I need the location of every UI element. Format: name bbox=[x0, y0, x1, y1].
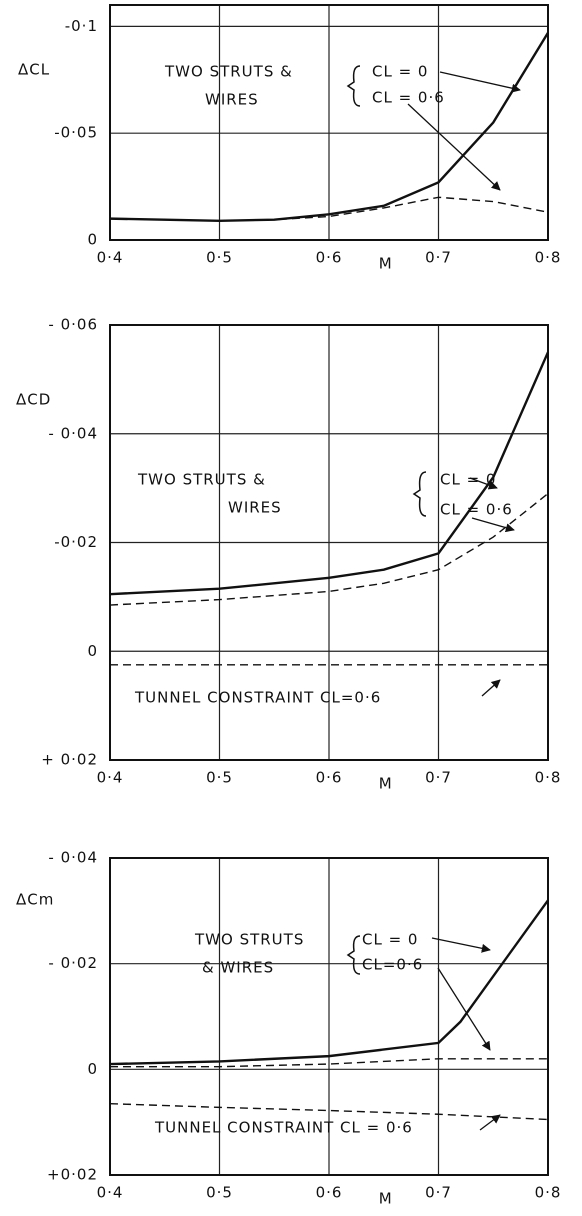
x-tick-label: 0·8 bbox=[535, 1184, 562, 1202]
x-tick-label: 0·8 bbox=[535, 249, 562, 267]
arrow bbox=[407, 103, 501, 191]
y-tick-label: - 0·02 bbox=[48, 954, 98, 972]
arrow bbox=[439, 71, 521, 93]
brace bbox=[346, 65, 361, 107]
series-line bbox=[109, 899, 549, 1066]
y-tick-label: 0 bbox=[87, 231, 98, 249]
series-label: CL = 0·6 bbox=[372, 89, 445, 107]
series-label: TUNNEL CONSTRAINT CL=0·6 bbox=[134, 689, 381, 707]
x-tick-label: 0·7 bbox=[425, 769, 452, 787]
plot-frame bbox=[109, 4, 549, 241]
series-label: TUNNEL CONSTRAINT CL = 0·6 bbox=[154, 1119, 413, 1137]
y-axis-label: ΔCm bbox=[16, 891, 54, 909]
y-tick-label: +0·02 bbox=[47, 1166, 98, 1184]
annotation: & WIRES bbox=[202, 959, 274, 977]
x-axis-label: M bbox=[379, 775, 393, 793]
x-tick-label: 0·6 bbox=[316, 249, 343, 267]
x-tick-label: 0·7 bbox=[425, 1184, 452, 1202]
arrow bbox=[479, 1114, 501, 1131]
y-tick-label: + 0·02 bbox=[41, 751, 98, 769]
x-tick-label: 0·8 bbox=[535, 769, 562, 787]
x-axis-label: M bbox=[379, 255, 393, 273]
x-tick-label: 0·4 bbox=[97, 769, 124, 787]
x-axis-label: M bbox=[379, 1190, 393, 1208]
annotation: WIRES bbox=[205, 91, 259, 109]
series-label: CL = 0 bbox=[372, 63, 428, 81]
x-tick-label: 0·4 bbox=[97, 1184, 124, 1202]
series-line bbox=[109, 196, 549, 222]
y-tick-label: -0·1 bbox=[65, 17, 98, 35]
annotation: TWO STRUTS bbox=[194, 931, 304, 949]
arrow bbox=[437, 967, 491, 1051]
series-line bbox=[109, 351, 550, 596]
plot-frame bbox=[109, 857, 549, 1176]
y-axis-label: ΔCD bbox=[16, 391, 51, 409]
x-tick-label: 0·7 bbox=[425, 249, 452, 267]
y-tick-label: -0·05 bbox=[54, 124, 98, 142]
series-label: CL = 0·6 bbox=[440, 501, 513, 519]
y-tick-label: 0 bbox=[87, 1060, 98, 1078]
series-label: CL = 0 bbox=[362, 931, 418, 949]
brace bbox=[412, 471, 427, 517]
x-tick-label: 0·4 bbox=[97, 249, 124, 267]
y-axis-label: ΔCL bbox=[18, 61, 50, 79]
x-tick-label: 0·5 bbox=[206, 769, 233, 787]
annotation: TWO STRUTS & bbox=[164, 63, 293, 81]
arrow bbox=[431, 937, 491, 953]
y-tick-label: - 0·04 bbox=[48, 849, 98, 867]
x-tick-label: 0·6 bbox=[316, 769, 343, 787]
x-tick-label: 0·6 bbox=[316, 1184, 343, 1202]
x-tick-label: 0·5 bbox=[206, 249, 233, 267]
annotation: TWO STRUTS & bbox=[137, 471, 266, 489]
series-label: CL = 0 bbox=[440, 471, 496, 489]
arrow bbox=[481, 679, 501, 697]
arrow bbox=[469, 477, 498, 490]
y-tick-label: 0 bbox=[87, 642, 98, 660]
series-line bbox=[109, 1102, 549, 1121]
x-tick-label: 0·5 bbox=[206, 1184, 233, 1202]
y-tick-label: - 0·06 bbox=[48, 316, 98, 334]
y-tick-label: -0·02 bbox=[54, 533, 98, 551]
plot-frame bbox=[109, 324, 549, 761]
y-tick-label: - 0·04 bbox=[48, 424, 98, 442]
brace bbox=[346, 935, 361, 975]
series-label: CL=0·6 bbox=[362, 956, 423, 974]
series-line bbox=[109, 493, 549, 606]
annotation: WIRES bbox=[228, 499, 282, 517]
arrow bbox=[471, 517, 515, 533]
series-line bbox=[110, 1058, 548, 1068]
